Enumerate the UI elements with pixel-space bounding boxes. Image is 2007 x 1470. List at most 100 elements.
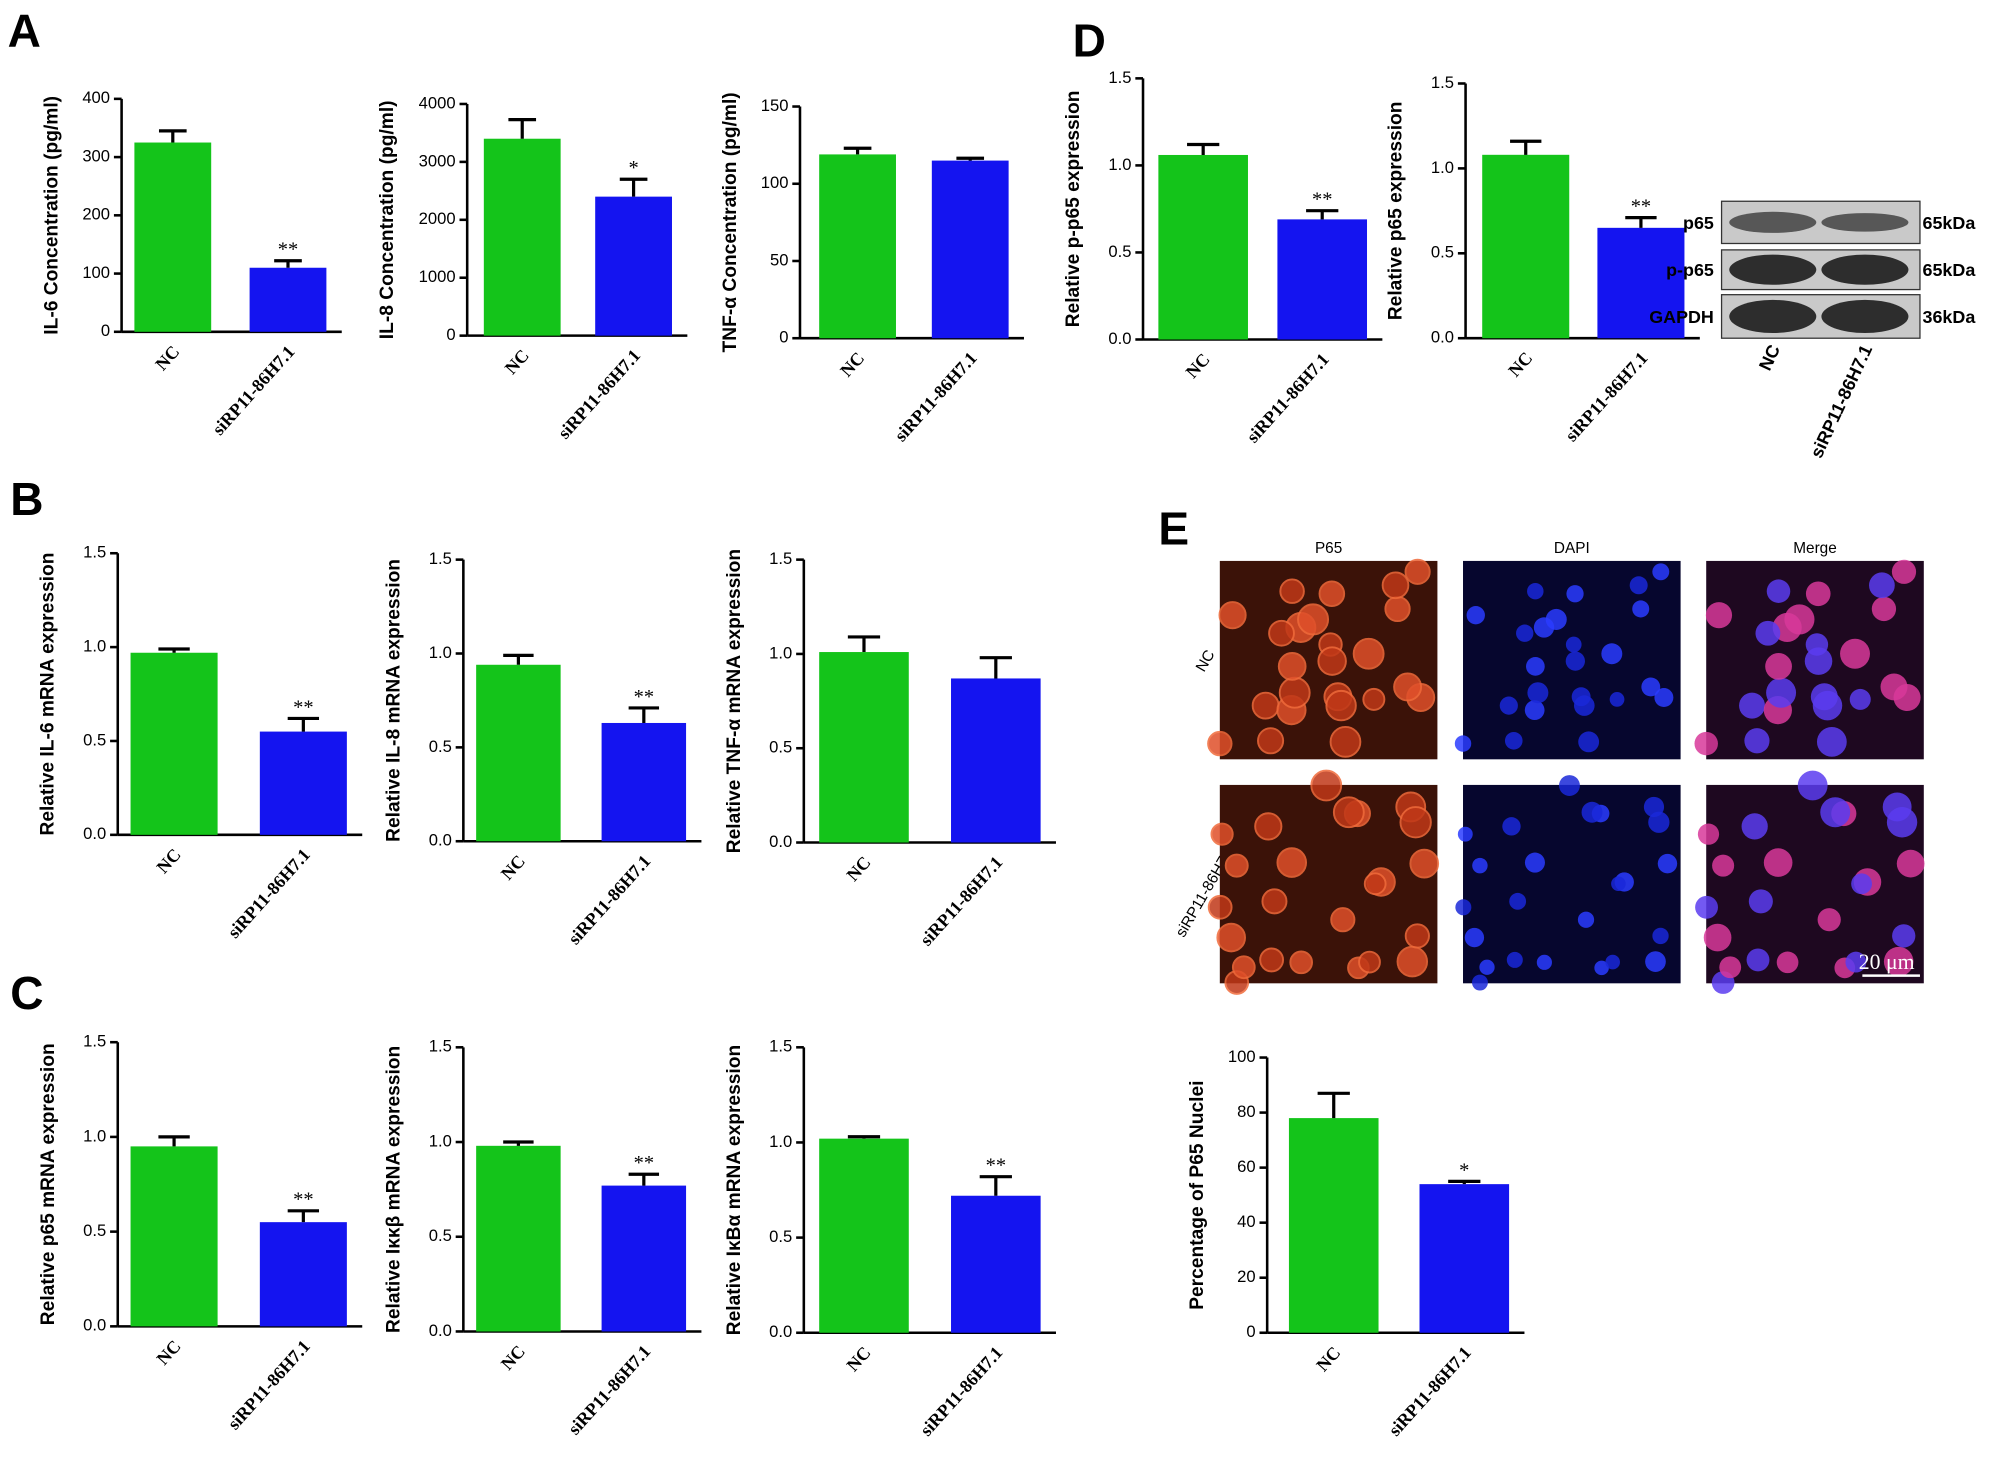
y-tick-label: 1.5: [83, 543, 106, 562]
cell: [1207, 730, 1233, 757]
cell: [1719, 956, 1742, 979]
bar: [1158, 154, 1248, 340]
cell: [1645, 951, 1666, 972]
cell: [1384, 595, 1411, 623]
micrograph-row-label: NC: [1193, 647, 1219, 675]
blot-band: [1729, 299, 1817, 333]
bar: [601, 1185, 687, 1332]
bar: [130, 652, 218, 835]
y-tick-label: 1.5: [769, 1037, 792, 1056]
y-tick-label: 0.0: [83, 1316, 106, 1335]
bar: [819, 1138, 909, 1333]
cell: [1896, 849, 1925, 878]
x-tick-label: NC: [836, 348, 868, 381]
y-tick-label: 40: [1237, 1212, 1256, 1231]
cell: [1776, 951, 1799, 974]
y-tick-label: 1.0: [1108, 155, 1131, 174]
cell: [1352, 637, 1385, 670]
x-tick-label: siRP11-86H7.1: [208, 342, 298, 439]
bar: [1419, 1184, 1510, 1333]
cell: [1524, 852, 1545, 873]
error-bar: [619, 177, 648, 197]
bar: [1277, 219, 1368, 340]
cell: [1455, 899, 1472, 916]
y-tick-label: 1.0: [429, 1131, 452, 1150]
cell: [1820, 797, 1851, 828]
bar: [483, 138, 561, 336]
cell: [1504, 731, 1523, 750]
cell: [1712, 854, 1735, 877]
cell: [1332, 796, 1365, 829]
cell: [1746, 948, 1770, 972]
cell: [1545, 608, 1567, 630]
y-tick-label: 1.5: [769, 549, 792, 568]
cell: [1880, 673, 1908, 701]
cell: [1399, 806, 1432, 839]
cell: [1755, 620, 1781, 646]
cell: [1797, 770, 1828, 801]
x-tick-label: NC: [497, 1341, 529, 1374]
cell: [1393, 672, 1423, 702]
cell: [1641, 677, 1661, 697]
y-tick-label: 1.5: [83, 1032, 106, 1051]
blot-size-label: 65kDa: [1923, 260, 1977, 280]
cell: [1869, 572, 1895, 599]
cell: [1218, 601, 1247, 630]
cell: [1748, 889, 1773, 914]
blot-size-label: 65kDa: [1923, 213, 1977, 233]
x-tick-label: siRP11-86H7.1: [224, 1336, 314, 1433]
cell: [1404, 923, 1430, 949]
y-axis-label: TNF-α Concentration (pg/ml): [720, 92, 741, 352]
cell: [1763, 848, 1793, 877]
y-tick-label: 0: [101, 321, 110, 340]
panel-label: D: [1073, 15, 1106, 67]
cell: [1565, 636, 1582, 653]
error-bar: [1187, 142, 1220, 155]
y-tick-label: 1.5: [1431, 73, 1454, 92]
cell: [1466, 606, 1485, 625]
cell: [1744, 728, 1770, 754]
cell: [1454, 735, 1472, 752]
bar: [819, 154, 896, 339]
y-axis-label: IL-6 Concentration (pg/ml): [42, 96, 63, 335]
y-tick-label: 1.5: [429, 1037, 452, 1056]
y-tick-label: 150: [761, 96, 789, 115]
cell: [1766, 677, 1797, 708]
y-tick-label: 100: [1228, 1047, 1256, 1066]
cell: [1516, 624, 1534, 642]
y-tick-label: 0.0: [429, 1321, 452, 1340]
cell: [1276, 847, 1308, 878]
cell: [1581, 801, 1603, 823]
y-tick-label: 0.0: [429, 831, 452, 850]
blot-row-label: p65: [1683, 213, 1714, 233]
cell: [1577, 911, 1595, 928]
cell: [1277, 652, 1307, 681]
x-tick-label: siRP11-86H7.1: [554, 345, 644, 442]
y-tick-label: 0.5: [769, 1227, 792, 1246]
cell: [1297, 603, 1330, 636]
cell: [1805, 581, 1831, 607]
x-tick-label: NC: [153, 845, 185, 878]
cell: [1703, 923, 1732, 952]
y-tick-label: 2000: [419, 209, 456, 228]
cell: [1891, 559, 1917, 584]
significance: **: [1312, 189, 1332, 211]
cell: [1812, 690, 1843, 721]
cell: [1695, 895, 1718, 919]
y-tick-label: 0: [446, 325, 455, 344]
blot-band: [1729, 211, 1817, 233]
error-bar: [274, 259, 302, 268]
x-tick-label: siRP11-86H7.1: [916, 852, 1006, 949]
cell: [1278, 676, 1311, 709]
significance: **: [634, 686, 654, 708]
cell: [1694, 731, 1718, 756]
cell: [1559, 775, 1580, 796]
error-bar: [287, 716, 320, 732]
significance: **: [293, 1189, 313, 1211]
y-tick-label: 80: [1237, 1102, 1256, 1121]
cell: [1578, 731, 1600, 753]
panel-label: C: [10, 967, 43, 1019]
cell: [1457, 826, 1473, 842]
y-axis-label: Relative IL-6 mRNA expression: [38, 553, 59, 836]
